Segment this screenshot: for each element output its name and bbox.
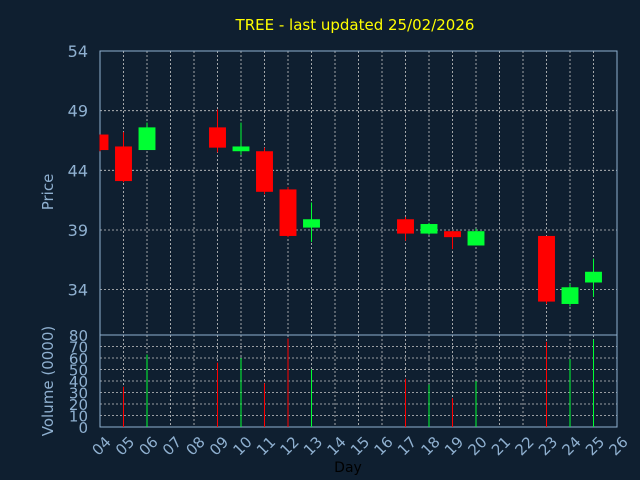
candle-body	[279, 189, 297, 236]
volume-axis-label: Volume (0000)	[39, 326, 57, 436]
price-panel: 34 39 44 49 54	[68, 42, 618, 336]
x-axis-label: Day	[334, 460, 362, 476]
candle-body	[209, 127, 226, 148]
candle-body	[467, 231, 485, 246]
x-tick-label: 14	[324, 433, 350, 459]
x-tick-label: 20	[465, 433, 491, 459]
x-tick-label: 15	[347, 433, 373, 459]
x-tick-label: 18	[418, 433, 444, 459]
volume-tick-label: 80	[69, 327, 88, 345]
candle-body	[538, 235, 555, 302]
price-tick-label: 54	[68, 42, 88, 61]
candle-body	[420, 224, 438, 234]
x-tick-label: 04	[89, 433, 115, 459]
x-tick-label: 08	[183, 433, 209, 459]
x-tick-label: 21	[488, 433, 514, 459]
price-tick-label: 34	[68, 281, 88, 300]
x-tick-label: 26	[606, 433, 632, 459]
candle-body	[397, 219, 414, 234]
x-tick-label: 25	[582, 433, 608, 459]
volume-tick-label: 60	[69, 350, 88, 368]
x-tick-label: 19	[441, 433, 467, 459]
candle-body	[444, 231, 461, 238]
candle-body	[232, 146, 250, 152]
candle-body	[561, 287, 579, 304]
x-tick-label: 11	[253, 433, 279, 459]
volume-tick-label: 30	[69, 385, 88, 403]
x-tick-label: 13	[300, 433, 326, 459]
chart-title: TREE - last updated 25/02/2026	[235, 16, 475, 34]
volume-tick-label: 70	[69, 339, 88, 357]
x-tick-label: 23	[535, 433, 561, 459]
x-tick-label: 06	[136, 433, 162, 459]
volume-tick-label: 0	[78, 419, 88, 437]
x-tick-label: 12	[277, 433, 303, 459]
candle-body	[303, 219, 320, 228]
volume-tick-label: 50	[69, 362, 88, 380]
candle-body	[115, 146, 132, 182]
x-tick-label: 22	[512, 433, 538, 459]
volume-tick-label: 20	[69, 396, 88, 414]
candle-body	[585, 271, 602, 283]
x-tick-label: 10	[230, 433, 256, 459]
candle-body	[100, 134, 109, 151]
x-tick-label: 24	[559, 433, 585, 459]
price-tick-label: 44	[68, 161, 88, 180]
y-axis-label: Price	[39, 174, 57, 211]
x-tick-label: 17	[394, 433, 420, 459]
x-tick-label: 07	[159, 433, 185, 459]
candle-body	[138, 127, 156, 151]
candle-body	[256, 151, 273, 192]
x-tick-label: 05	[112, 433, 138, 459]
volume-frame	[99, 334, 618, 428]
x-tick-label: 09	[206, 433, 232, 459]
price-tick-label: 49	[68, 102, 88, 121]
volume-tick-label: 10	[69, 408, 88, 426]
x-tick-label: 16	[371, 433, 397, 459]
volume-tick-label: 40	[69, 373, 88, 391]
price-tick-label: 39	[68, 221, 88, 240]
